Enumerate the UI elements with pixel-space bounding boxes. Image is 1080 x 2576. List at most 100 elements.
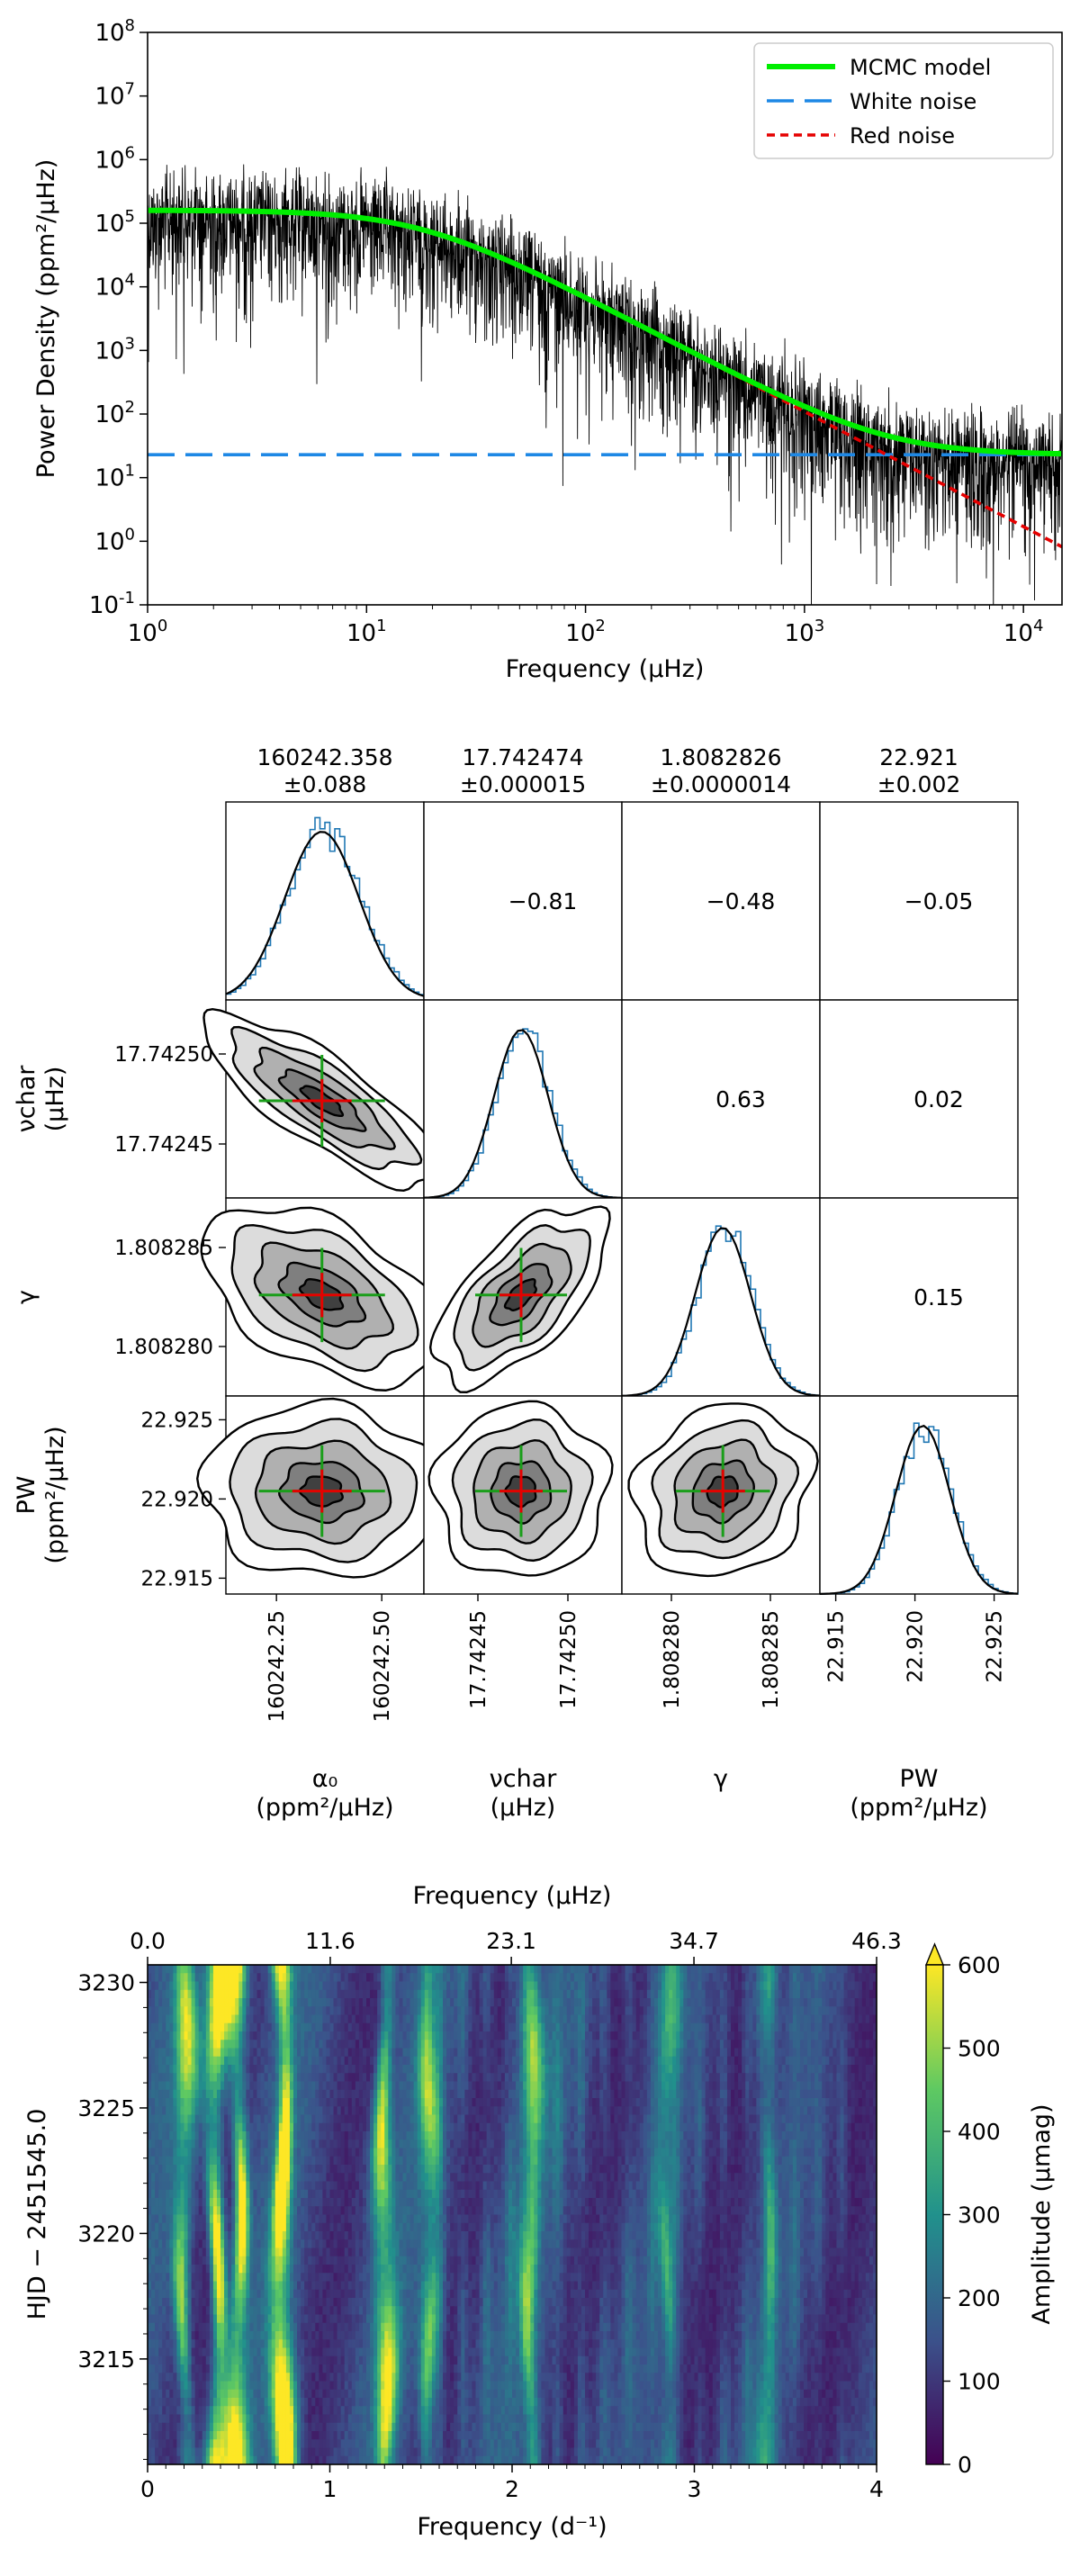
heatmap-cell [633, 2065, 637, 2074]
heatmap-cell [508, 2065, 513, 2074]
heatmap-cell [366, 1965, 371, 1974]
heatmap-cell [490, 1998, 495, 2007]
heatmap-cell [472, 2106, 476, 2115]
heatmap-cell [257, 1965, 262, 1974]
heatmap-cell [724, 1965, 728, 1974]
heatmap-cell [804, 2115, 808, 2124]
heatmap-cell [392, 2040, 396, 2049]
heatmap-cell [265, 2065, 269, 2074]
heatmap-cell [184, 2131, 189, 2140]
heatmap-cell [217, 2031, 221, 2040]
heatmap-cell [544, 2106, 549, 2115]
heatmap-cell [814, 2115, 819, 2124]
heatmap-cell [166, 2065, 170, 2074]
heatmap-cell [695, 2082, 699, 2091]
heatmap-cell [436, 2123, 440, 2132]
heatmap-cell [173, 1998, 177, 2007]
heatmap-cell [169, 2148, 174, 2157]
heatmap-cell [841, 2057, 845, 2066]
heatmap-cell [556, 2123, 561, 2132]
heatmap-cell [800, 2015, 805, 2024]
heatmap-cell [760, 2065, 764, 2074]
heatmap-cell [224, 2015, 229, 2024]
heatmap-cell [782, 2115, 787, 2124]
heatmap-cell [169, 2082, 174, 2091]
heatmap-cell [508, 2031, 513, 2040]
heatmap-cell [752, 2123, 757, 2132]
heatmap-cell [626, 2065, 630, 2074]
heatmap-cell [461, 2023, 465, 2032]
heatmap-cell [297, 2006, 302, 2015]
heatmap-cell [293, 2015, 298, 2024]
heatmap-cell [407, 2148, 411, 2157]
heatmap-cell [476, 2065, 481, 2074]
heatmap-cell [690, 2139, 695, 2148]
heatmap-cell [807, 2139, 812, 2148]
heatmap-cell [756, 2148, 760, 2157]
heatmap-cell [392, 2131, 396, 2140]
heatmap-cell [560, 1990, 564, 1999]
heatmap-cell [804, 2006, 808, 2015]
heatmap-cell [727, 1965, 732, 1974]
heatmap-cell [760, 2073, 764, 2082]
heatmap-cell [836, 2106, 841, 2115]
heatmap-cell [235, 1973, 239, 1982]
heatmap-cell [498, 2131, 502, 2140]
heatmap-cell [796, 1998, 801, 2007]
heatmap-cell [589, 1982, 593, 1991]
heatmap-cell [665, 2148, 670, 2157]
heatmap-cell [487, 2106, 491, 2115]
heatmap-cell [832, 2106, 837, 2115]
heatmap-cell [789, 2023, 794, 2032]
heatmap-cell [257, 2098, 262, 2107]
heatmap-cell [526, 2157, 531, 2166]
heatmap-cell [789, 2057, 794, 2066]
heatmap-cell [862, 2040, 867, 2049]
heatmap-cell [607, 1982, 611, 1991]
heatmap-cell [195, 1990, 200, 1999]
heatmap-cell [176, 2023, 181, 2032]
heatmap-cell [862, 2106, 867, 2115]
heatmap-cell [184, 2082, 189, 2091]
heatmap-cell [242, 2040, 247, 2049]
heatmap-cell [334, 1973, 338, 1982]
heatmap-cell [695, 2073, 699, 2082]
heatmap-cell [786, 2065, 790, 2074]
heatmap-cell [399, 1990, 403, 1999]
heatmap-cell [859, 1998, 863, 2007]
heatmap-cell [242, 2115, 247, 2124]
heatmap-cell [709, 1998, 714, 2007]
heatmap-cell [825, 2065, 830, 2074]
heatmap-cell [636, 2065, 641, 2074]
heatmap-cell [403, 2098, 408, 2107]
heatmap-cell [589, 2073, 593, 2082]
heatmap-cell [341, 2057, 346, 2066]
heatmap-cell [224, 2040, 229, 2049]
heatmap-cell [585, 2006, 590, 2015]
parameter-summary-error: ±0.088 [284, 771, 367, 797]
heatmap-cell [760, 2049, 764, 2058]
heatmap-cell [326, 2006, 330, 2015]
heatmap-cell [206, 1982, 211, 1991]
heatmap-cell [304, 2031, 309, 2040]
heatmap-cell [322, 2065, 327, 2074]
heatmap-cell [261, 2006, 266, 2015]
heatmap-cell [516, 2139, 520, 2148]
heatmap-cell [683, 2073, 688, 2082]
heatmap-cell [348, 1982, 353, 1991]
heatmap-cell [490, 2040, 495, 2049]
heatmap-cell [238, 2115, 243, 2124]
heatmap-cell [202, 2015, 207, 2024]
heatmap-cell [432, 2082, 436, 2091]
heatmap-cell [432, 2139, 436, 2148]
heatmap-cell [633, 2040, 637, 2049]
heatmap-cell [626, 2157, 630, 2166]
heatmap-cell [432, 2157, 436, 2166]
heatmap-cell [315, 1982, 320, 1991]
heatmap-cell [494, 2031, 499, 2040]
heatmap-cell [742, 2057, 746, 2066]
heatmap-cell [297, 2123, 302, 2132]
heatmap-cell [782, 2148, 787, 2157]
heatmap-cell [537, 2049, 542, 2058]
heatmap-cell [399, 2115, 403, 2124]
